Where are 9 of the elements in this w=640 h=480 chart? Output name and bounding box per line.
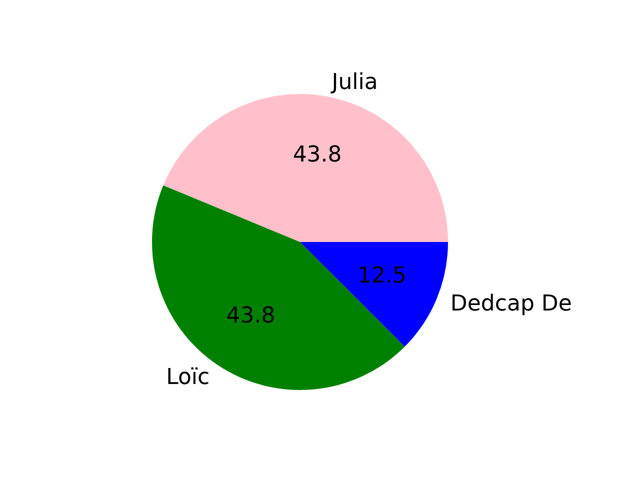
slice-label: Julia bbox=[330, 70, 378, 95]
pie-slice bbox=[152, 185, 405, 390]
data-label: 12.5 bbox=[358, 263, 407, 288]
pie-slice bbox=[300, 242, 448, 347]
pie-slice bbox=[163, 94, 448, 242]
slice-label: Loïc bbox=[166, 364, 210, 390]
slice-label: Dedcap De bbox=[450, 292, 572, 317]
data-label: 43.8 bbox=[226, 303, 276, 328]
data-label: 43.8 bbox=[292, 142, 342, 168]
